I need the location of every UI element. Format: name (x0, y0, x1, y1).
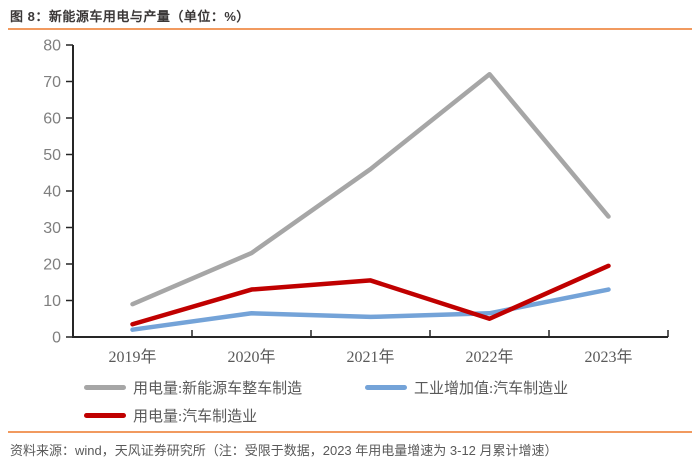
svg-text:50: 50 (43, 147, 61, 164)
legend-label: 用电量:新能源车整车制造 (133, 381, 303, 397)
svg-text:10: 10 (43, 293, 61, 310)
legend-item-industrial-added-value: 工业增加值:汽车制造业 (365, 377, 568, 398)
svg-text:2023年: 2023年 (584, 348, 632, 366)
svg-text:60: 60 (43, 111, 61, 128)
svg-text:40: 40 (43, 184, 61, 201)
svg-text:2021年: 2021年 (346, 348, 394, 366)
legend-label: 用电量:汽车制造业 (133, 409, 258, 425)
svg-text:0: 0 (52, 330, 61, 347)
svg-text:70: 70 (43, 74, 61, 91)
source-note: 资料来源：wind，天风证券研究所（注：受限于数据，2023 年用电量增速为 3… (10, 443, 558, 458)
title-divider-rule (8, 28, 692, 30)
legend-swatch-gray (84, 385, 126, 390)
legend-item-auto-electricity: 用电量:汽车制造业 (84, 405, 365, 426)
line-chart: 0 10 20 30 40 50 60 70 80 2019年 2020年 2021年 2022年 202… (43, 38, 669, 366)
legend-label: 工业增加值:汽车制造业 (414, 381, 569, 397)
chart-title: 图 8：新能源车用电与产量（单位：%） (10, 9, 250, 24)
svg-text:2019年: 2019年 (108, 348, 156, 366)
svg-text:30: 30 (43, 220, 61, 237)
svg-text:2022年: 2022年 (465, 348, 513, 366)
svg-text:2020年: 2020年 (227, 348, 275, 366)
legend-item-nev-electricity: 用电量:新能源车整车制造 (84, 377, 365, 398)
footer-divider-rule (8, 431, 692, 433)
legend-swatch-red (84, 413, 126, 418)
legend-swatch-blue (365, 385, 407, 390)
svg-text:20: 20 (43, 257, 61, 274)
chart-legend: 用电量:新能源车整车制造 工业增加值:汽车制造业 用电量:汽车制造业 (84, 377, 568, 426)
svg-text:80: 80 (43, 38, 61, 55)
